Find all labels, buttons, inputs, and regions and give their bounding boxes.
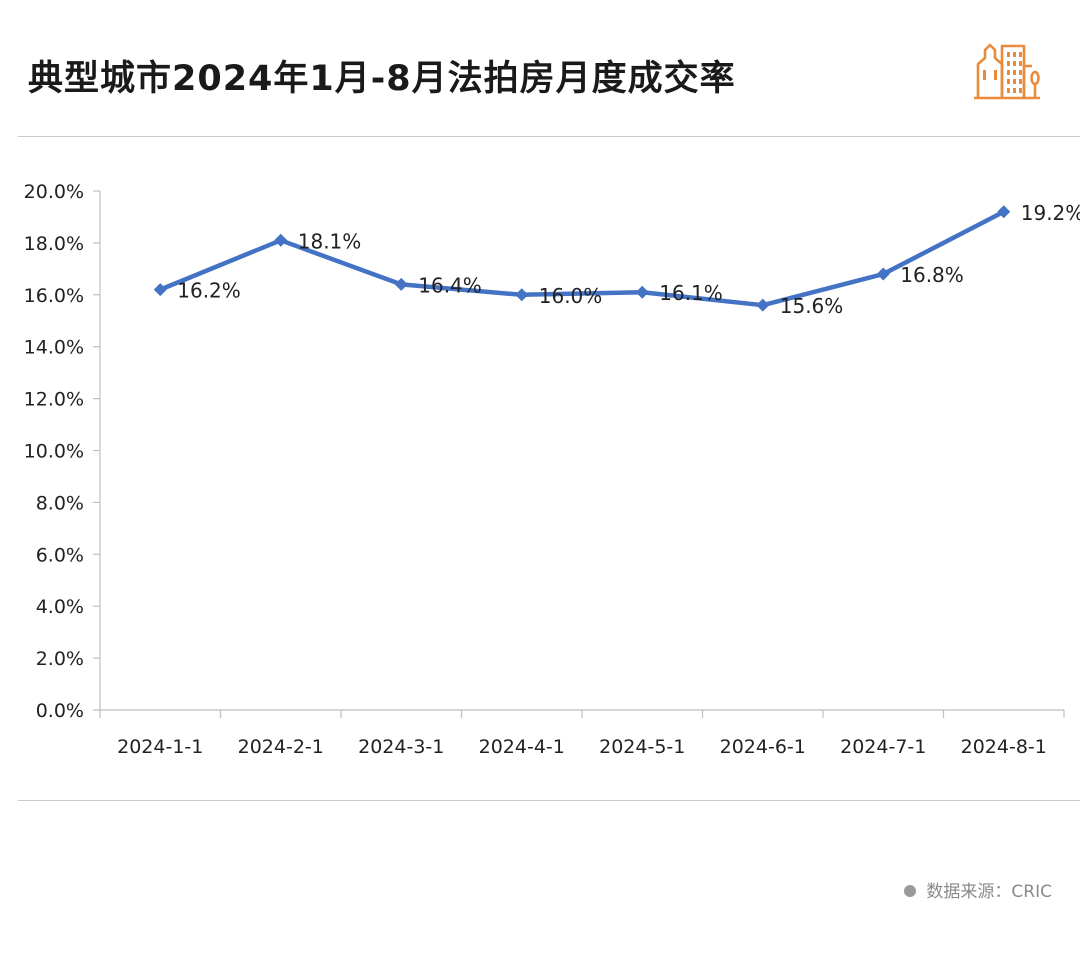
data-point-marker [515,288,529,302]
chart-title: 典型城市2024年1月-8月法拍房月度成交率 [28,59,736,99]
y-tick-label: 16.0% [24,285,84,307]
y-tick-label: 0.0% [36,700,84,722]
bullet-icon [904,885,917,897]
x-tick-label: 2024-1-1 [117,736,203,758]
buildings-icon [974,43,1040,100]
data-point-marker [394,277,408,291]
x-tick-label: 2024-3-1 [358,736,444,758]
data-point-marker [153,283,167,297]
source-label: 数据来源：CRIC [926,882,1052,902]
x-tick-label: 2024-4-1 [479,736,565,758]
y-tick-label: 10.0% [24,441,84,463]
y-tick-label: 4.0% [36,596,84,618]
data-point-marker [274,233,288,247]
data-point-marker [635,285,649,299]
data-point-marker [876,267,890,281]
data-label: 16.2% [177,279,241,303]
y-tick-label: 2.0% [36,648,84,670]
y-tick-label: 12.0% [24,389,84,411]
data-label: 19.2% [1021,201,1080,225]
data-label: 18.1% [298,229,362,253]
data-label: 16.4% [418,273,482,297]
data-label: 16.8% [900,263,964,287]
x-tick-label: 2024-5-1 [599,736,685,758]
x-tick-label: 2024-8-1 [961,736,1047,758]
line-chart: 0.0% 2.0% 4.0% 6.0% 8.0% 10.0% 12.0% 14.0% 16.0%… [24,181,1080,758]
x-tick-label: 2024-2-1 [238,736,324,758]
data-source: 数据来源：CRIC [904,877,1052,902]
y-tick-label: 8.0% [36,492,84,514]
series-line [158,209,1006,308]
data-label: 15.6% [780,294,844,318]
top-divider [18,136,1080,137]
x-tick-label: 2024-6-1 [720,736,806,758]
data-label: 16.1% [659,281,723,305]
y-tick-label: 20.0% [24,181,84,203]
bottom-divider [18,800,1080,801]
data-point-marker [756,298,770,312]
x-tick-label: 2024-7-1 [840,736,926,758]
y-tick-label: 14.0% [24,337,84,359]
y-tick-label: 6.0% [36,544,84,566]
y-tick-label: 18.0% [24,233,84,255]
data-label: 16.0% [539,284,603,308]
